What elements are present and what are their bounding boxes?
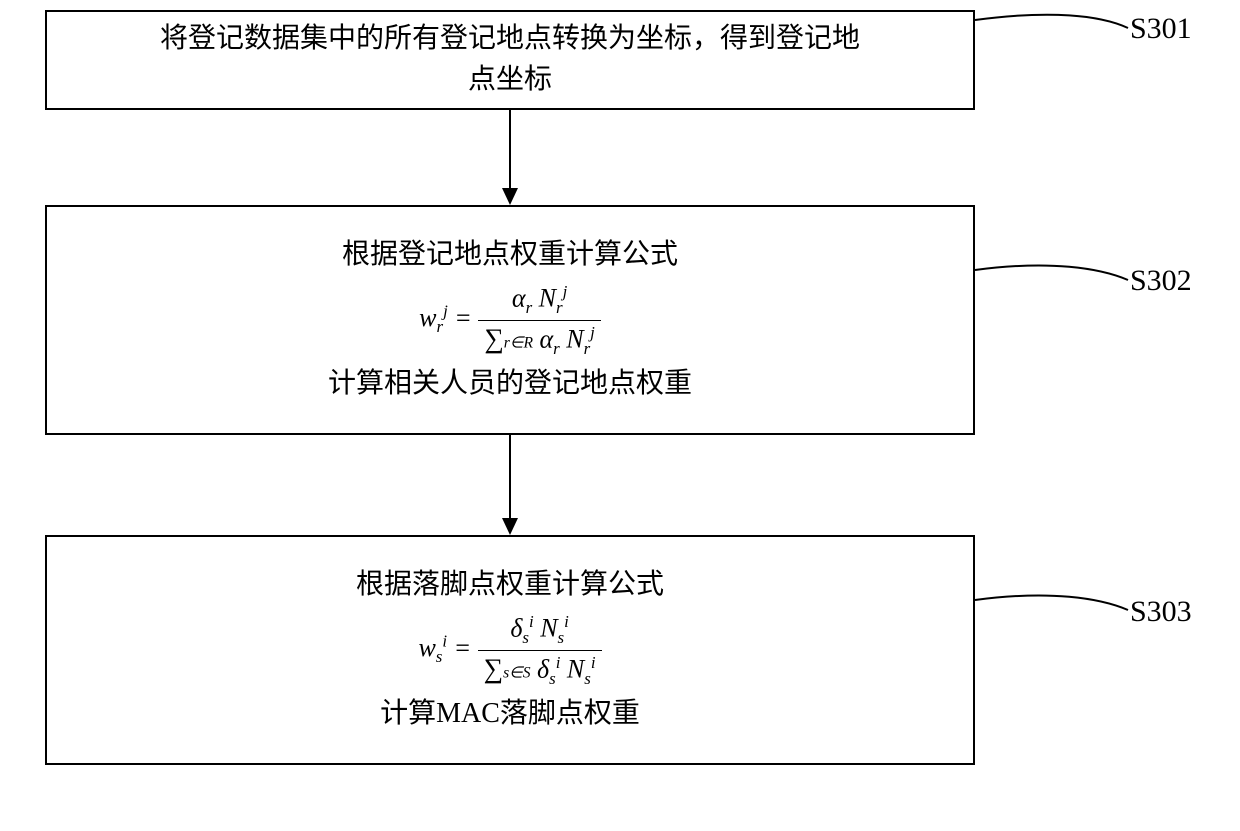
flowchart-canvas: 将登记数据集中的所有登记地点转换为坐标，得到登记地 点坐标 S301 根据登记地… (0, 0, 1240, 831)
leader-s303 (0, 0, 1240, 831)
label-s303: S303 (1130, 595, 1192, 629)
leader-s303-path (975, 595, 1128, 610)
